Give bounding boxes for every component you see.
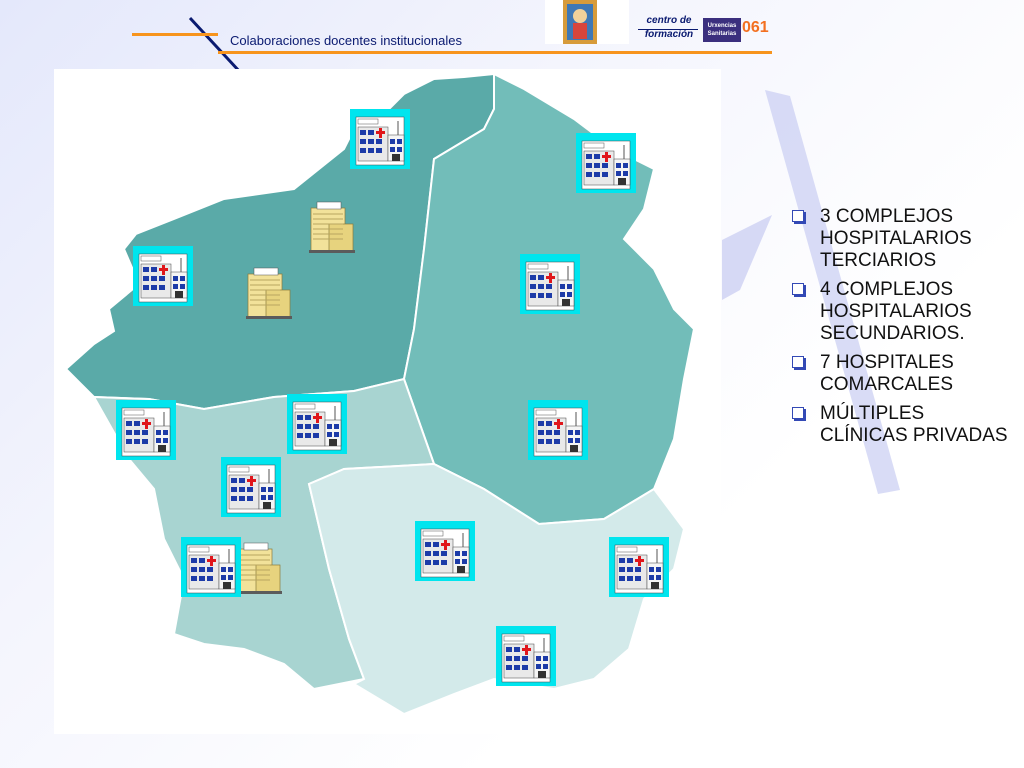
list-item-text: MÚLTIPLES CLÍNICAS PRIVADAS — [820, 403, 1008, 446]
urgencias-logo: Urxencias Sanitarias — [703, 18, 741, 42]
comarcal-hospital-icon — [575, 132, 637, 194]
hospital-summary-list: 3 COMPLEJOS HOSPITALARIOS TERCIARIOS 4 C… — [790, 206, 1015, 454]
centro-formacion-logo: centro de formación — [636, 14, 702, 44]
comarcal-hospital-icon — [286, 393, 348, 455]
checkbox-bullet-icon — [792, 210, 804, 222]
comarcal-hospital-icon — [180, 536, 242, 598]
comarcal-hospital-icon — [220, 456, 282, 518]
galicia-map-panel — [54, 69, 721, 734]
list-item-text: 7 HOSPITALES COMARCALES — [820, 352, 954, 395]
logo-centro-line1: centro de — [646, 15, 692, 26]
comarcal-hospital-icon — [519, 253, 581, 315]
logo-urgencias-line2: Sanitarias — [707, 31, 737, 37]
checkbox-bullet-icon — [792, 356, 804, 368]
comarcal-hospital-icon — [527, 399, 589, 461]
list-item: 4 COMPLEJOS HOSPITALARIOS SECUNDARIOS. — [790, 279, 1015, 345]
header-diagonal-line — [188, 16, 242, 74]
list-item: 7 HOSPITALES COMARCALES — [790, 352, 1015, 396]
list-item: 3 COMPLEJOS HOSPITALARIOS TERCIARIOS — [790, 206, 1015, 272]
region-south-east — [307, 462, 686, 716]
logo-arrow — [638, 29, 698, 30]
comarcal-hospital-icon — [115, 399, 177, 461]
list-item-text: 4 COMPLEJOS HOSPITALARIOS SECUNDARIOS. — [820, 279, 972, 344]
checkbox-bullet-icon — [792, 283, 804, 295]
header-rule-top — [132, 33, 218, 36]
comarcal-hospital-icon — [608, 536, 670, 598]
comarcal-hospital-icon — [495, 625, 557, 687]
comarcal-hospital-icon — [349, 108, 411, 170]
logo-urgencias-line1: Urxencias — [707, 23, 737, 29]
logo-centro-line2: formación — [644, 29, 694, 40]
header-rule-bottom — [218, 51, 772, 54]
comarcal-hospital-icon — [414, 520, 476, 582]
page-title: Colaboraciones docentes institucionales — [230, 33, 462, 48]
illustration-logo — [545, 0, 629, 44]
list-item-text: 3 COMPLEJOS HOSPITALARIOS TERCIARIOS — [820, 206, 972, 271]
list-item: MÚLTIPLES CLÍNICAS PRIVADAS — [790, 403, 1015, 447]
comarcal-hospital-icon — [132, 245, 194, 307]
logo-061: 061 — [742, 19, 769, 36]
checkbox-bullet-icon — [792, 407, 804, 419]
galicia-map — [64, 72, 696, 716]
